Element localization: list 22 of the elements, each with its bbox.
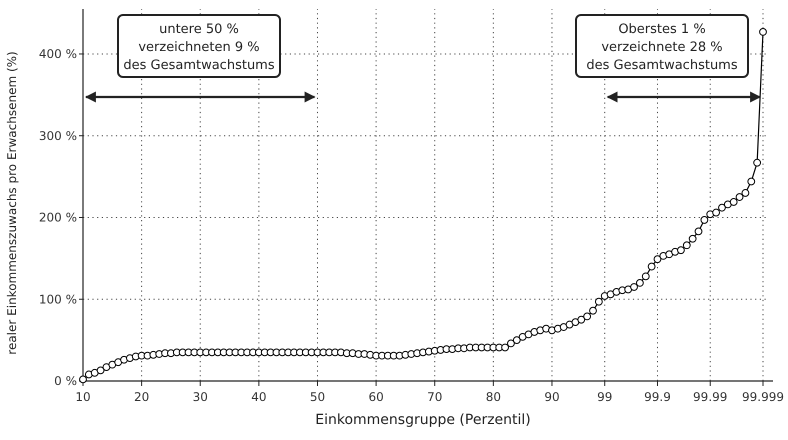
- x-tick-label: 10: [75, 390, 91, 404]
- x-axis-title: Einkommensgruppe (Perzentil): [315, 412, 531, 428]
- x-tick-label: 99: [597, 390, 612, 404]
- x-tick-label: 99.9: [644, 390, 671, 404]
- x-tick-label: 99.999: [742, 390, 784, 404]
- x-tick-label: 70: [427, 390, 442, 404]
- annotation: untere 50 % verzeichneten 9 % des Gesamtwachstums: [123, 22, 275, 73]
- x-tick-label: 30: [192, 390, 208, 404]
- annotation: Oberstes 1 % verzeichnete 28 % des Gesamtwachstums: [586, 22, 738, 73]
- y-axis-title: realer Einkommenszuwachs pro Erwachsenem (%): [5, 51, 19, 355]
- y-tick-label: 0 %: [54, 374, 77, 388]
- x-tick-label: 90: [544, 390, 560, 404]
- y-tick-label: 100 %: [38, 292, 77, 306]
- x-tick-label: 99.99: [693, 390, 728, 404]
- x-tick-label: 60: [368, 390, 384, 404]
- x-tick-label: 20: [134, 390, 150, 404]
- y-tick-label: 300 %: [38, 128, 77, 143]
- x-tick-label: 40: [251, 390, 267, 404]
- x-tick-label: 50: [310, 390, 326, 404]
- y-tick-label: 400 %: [38, 47, 77, 62]
- y-tick-label: 200 %: [38, 210, 77, 225]
- x-tick-label: 80: [486, 390, 501, 404]
